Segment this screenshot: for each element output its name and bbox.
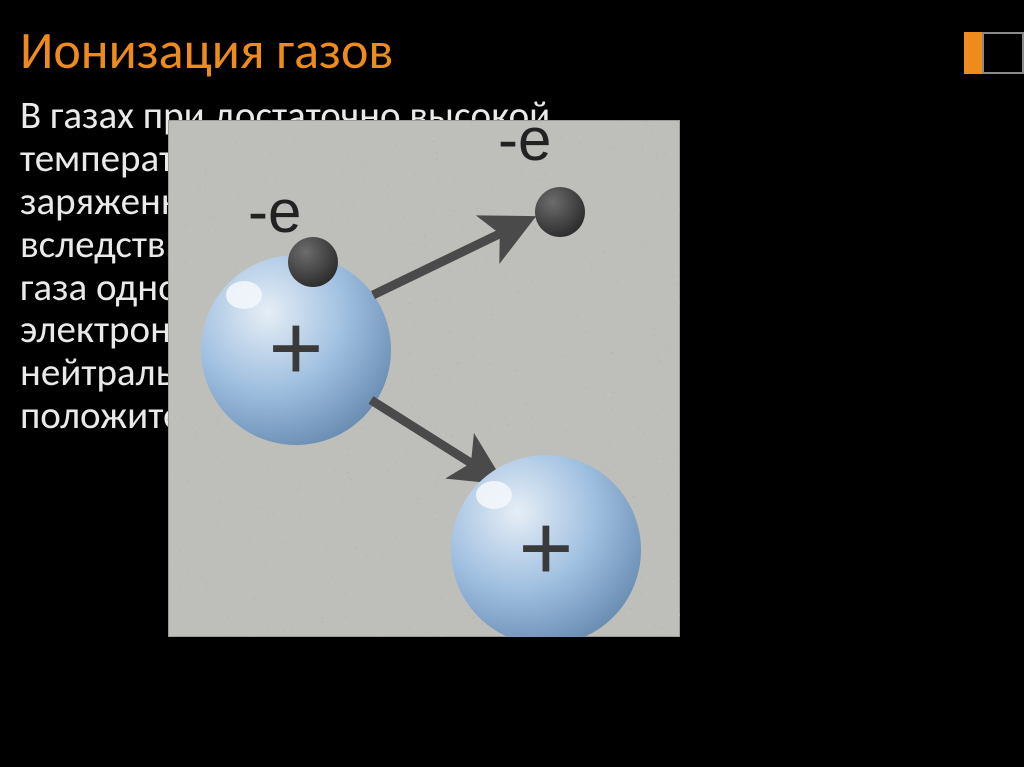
svg-text:+: +: [519, 495, 574, 600]
accent-bar: [964, 32, 982, 74]
svg-text:+: +: [269, 295, 324, 400]
atom-sphere: +: [201, 255, 391, 445]
label-e2: -e: [498, 120, 551, 173]
slide-title: Ионизация газов: [20, 18, 393, 82]
accent-outline-box: [982, 32, 1024, 74]
ion-sphere: +: [451, 455, 641, 637]
slide: Ионизация газов В газах при достаточно в…: [0, 0, 1024, 767]
electron-free: [535, 187, 585, 237]
corner-decoration: [964, 32, 1024, 74]
label-e1: -e: [248, 178, 301, 245]
ionization-diagram: + + -e -e: [168, 120, 680, 637]
